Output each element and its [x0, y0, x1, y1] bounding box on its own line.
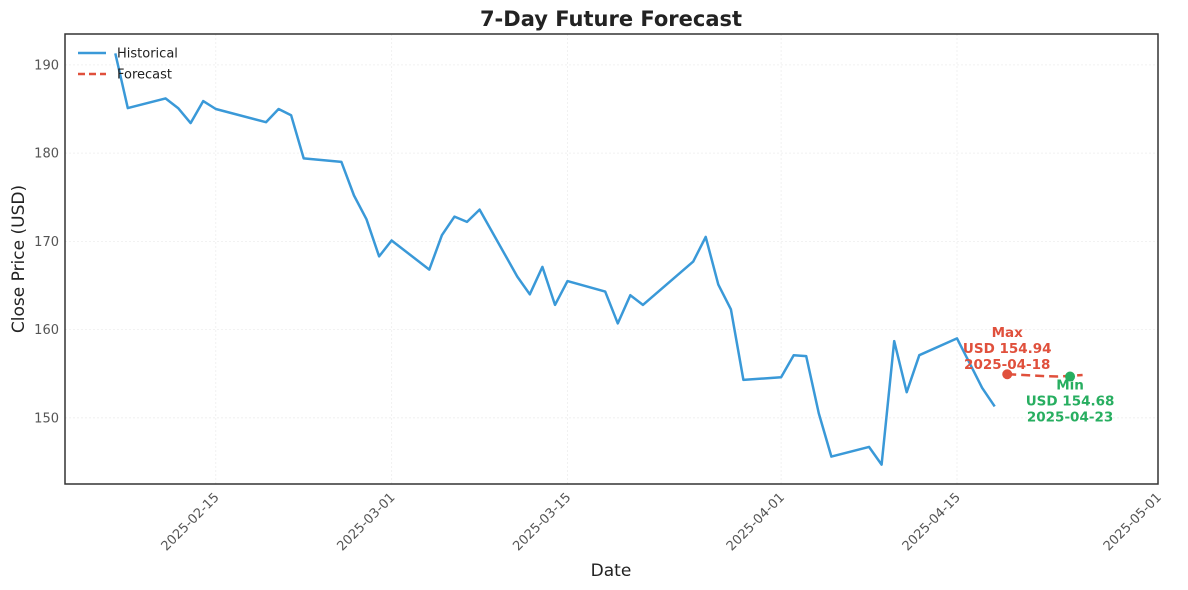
y-tick-label: 170: [34, 235, 59, 250]
y-tick-label: 160: [34, 323, 59, 338]
chart-title: 7-Day Future Forecast: [480, 7, 742, 31]
y-tick-label: 190: [34, 58, 59, 73]
legend-label-forecast: Forecast: [117, 68, 172, 83]
max-point-marker: [1002, 369, 1013, 380]
y-tick-label: 150: [34, 411, 59, 426]
y-axis-ticks: 150 160 170 180 190: [34, 58, 59, 426]
min-annotation-line: Min: [1056, 378, 1084, 394]
y-axis-label: Close Price (USD): [9, 185, 29, 333]
y-tick-label: 180: [34, 147, 59, 162]
min-annotation-line: USD 154.68: [1026, 394, 1115, 410]
x-axis-label: Date: [591, 561, 632, 581]
legend: Historical Forecast: [78, 47, 178, 83]
min-point-marker: [1065, 371, 1076, 382]
max-annotation-line: Max: [992, 325, 1024, 341]
min-annotation-line: 2025-04-23: [1027, 410, 1113, 426]
max-annotation-line: 2025-04-18: [964, 357, 1050, 373]
series-line-historical: [114, 53, 996, 466]
plot-frame: [64, 33, 1159, 485]
max-annotation-line: USD 154.94: [963, 341, 1052, 357]
legend-label-historical: Historical: [117, 47, 178, 62]
